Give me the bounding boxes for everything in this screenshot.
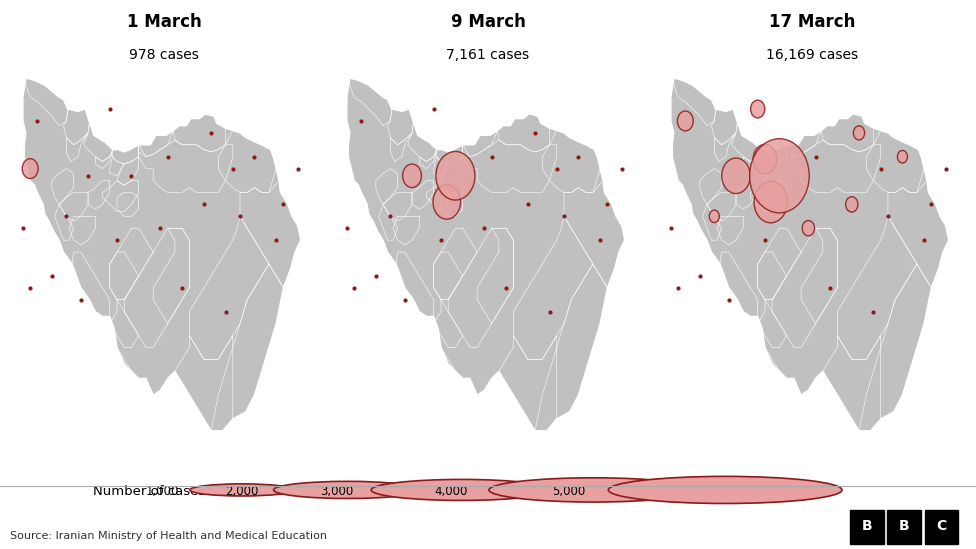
Circle shape (753, 144, 777, 174)
Polygon shape (346, 78, 625, 431)
FancyBboxPatch shape (887, 509, 921, 545)
Text: Source: Iranian Ministry of Health and Medical Education: Source: Iranian Ministry of Health and M… (10, 531, 327, 541)
Ellipse shape (489, 478, 698, 502)
Text: 1,000: 1,000 (146, 485, 180, 498)
Text: C: C (936, 519, 947, 533)
Circle shape (754, 181, 788, 223)
Circle shape (22, 159, 38, 178)
Polygon shape (22, 78, 301, 431)
Circle shape (710, 210, 719, 222)
Circle shape (403, 164, 422, 188)
Text: 16,169 cases: 16,169 cases (766, 48, 858, 62)
Circle shape (721, 158, 751, 193)
Text: 1 March: 1 March (127, 13, 201, 31)
Circle shape (897, 150, 908, 163)
Ellipse shape (608, 477, 842, 503)
Text: Number of cases:: Number of cases: (93, 485, 209, 498)
Ellipse shape (189, 484, 295, 496)
Circle shape (750, 139, 809, 213)
Circle shape (436, 152, 475, 200)
FancyBboxPatch shape (850, 509, 883, 545)
Ellipse shape (273, 481, 422, 498)
FancyBboxPatch shape (924, 509, 958, 545)
Text: B: B (862, 519, 872, 533)
Text: 2,000: 2,000 (225, 485, 259, 498)
Text: 3,000: 3,000 (320, 485, 353, 498)
Circle shape (802, 221, 815, 236)
Ellipse shape (371, 479, 552, 501)
Text: 978 cases: 978 cases (129, 48, 199, 62)
Circle shape (751, 100, 765, 118)
Text: 4,000: 4,000 (434, 485, 468, 498)
Polygon shape (671, 78, 949, 431)
Circle shape (853, 126, 865, 140)
Circle shape (677, 111, 693, 131)
Text: 7,161 cases: 7,161 cases (446, 48, 530, 62)
Text: B: B (899, 519, 910, 533)
Circle shape (433, 185, 461, 219)
Circle shape (845, 197, 858, 212)
Text: 9 March: 9 March (451, 13, 525, 31)
Text: 5,000: 5,000 (551, 485, 585, 498)
Text: 17 March: 17 March (769, 13, 855, 31)
